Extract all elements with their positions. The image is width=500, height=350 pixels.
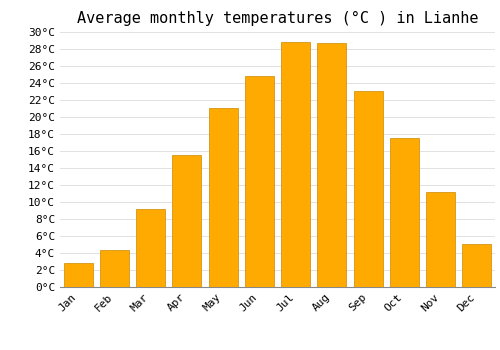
Bar: [245, 76, 274, 287]
Bar: [136, 210, 165, 287]
Bar: [426, 191, 455, 287]
Bar: [318, 43, 346, 287]
Bar: [208, 108, 238, 287]
Bar: [390, 138, 419, 287]
Bar: [64, 263, 92, 287]
Title: Average monthly temperatures (°C ) in Lianhe: Average monthly temperatures (°C ) in Li…: [77, 11, 478, 26]
Bar: [462, 244, 492, 287]
Bar: [172, 155, 202, 287]
Bar: [354, 91, 382, 287]
Bar: [281, 42, 310, 287]
Bar: [100, 250, 129, 287]
